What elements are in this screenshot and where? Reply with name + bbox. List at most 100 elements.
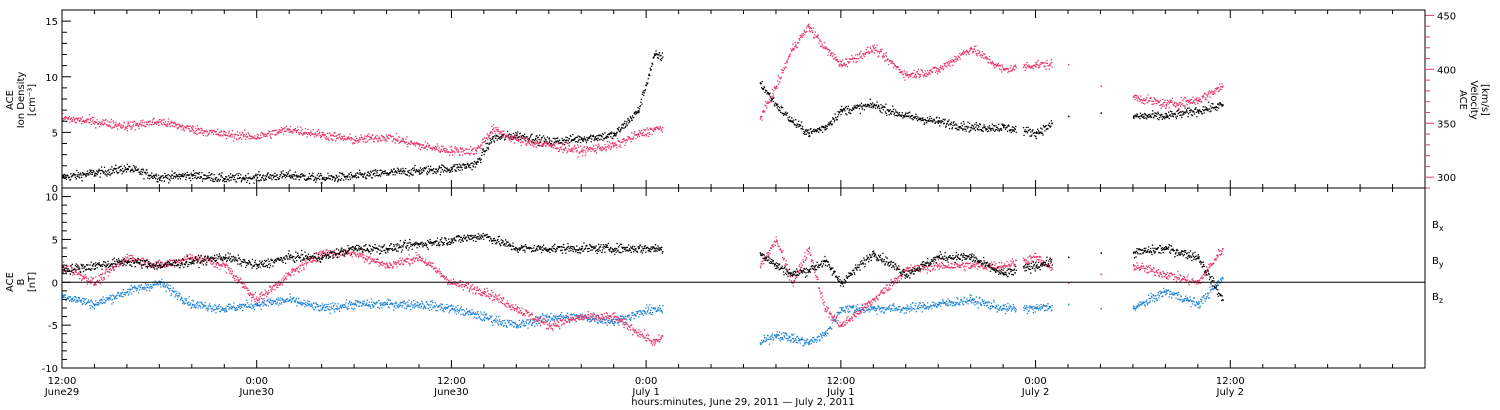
point-1-0-19 — [759, 252, 762, 254]
point-1-0-1 — [94, 265, 96, 267]
point-0-1-25 — [824, 47, 827, 50]
x-ticks-1 — [61, 188, 1426, 368]
point-1-1-14 — [516, 325, 518, 327]
point-1-2-28 — [970, 265, 973, 267]
point-1-2-22 — [808, 248, 810, 250]
point-1-2-15 — [548, 325, 551, 327]
point-0-1-5 — [224, 134, 226, 136]
point-1-0-13 — [483, 235, 486, 237]
point-0-0-1 — [94, 172, 96, 174]
point-0-1-20 — [654, 128, 656, 131]
legend-by: By — [1432, 256, 1444, 269]
bottom-ylabel-line-1: ACE — [5, 272, 16, 292]
point-1-0-29 — [1003, 273, 1005, 276]
point-1-1-23 — [824, 333, 827, 336]
point-1-0-2 — [126, 260, 129, 263]
point-0-1-12 — [451, 150, 453, 152]
point-0-0-21 — [759, 82, 762, 84]
point-1-2-20 — [776, 239, 778, 241]
point-1-1-21 — [792, 338, 794, 340]
top-y2label-line-1: ACE — [1457, 90, 1468, 110]
point-1-1-8 — [321, 308, 324, 310]
top-ylabel-line-3: [cm⁻³] — [27, 84, 38, 116]
x-tick-time-1: 0:00 — [245, 376, 267, 387]
point-0-1-13 — [475, 150, 478, 152]
point-0-1-37 — [1197, 99, 1200, 101]
point-1-2-7 — [289, 273, 291, 276]
point-0-0-0 — [62, 176, 64, 179]
point-0-0-26 — [840, 110, 843, 112]
point-0-1-4 — [191, 128, 194, 131]
top-ylabel-line-2: Ion Density — [16, 72, 27, 129]
y-tick-label-0-left-2: 10 — [45, 73, 58, 84]
point-1-1-6 — [256, 303, 259, 306]
point-1-2-35 — [1197, 282, 1200, 284]
point-1-1-2 — [126, 290, 129, 293]
y-tick-label-1-left-4: 10 — [45, 193, 58, 204]
point-0-0-35 — [1132, 115, 1135, 118]
point-0-0-29 — [938, 121, 940, 123]
y-tick-label-0-right-3: 450 — [1437, 11, 1456, 22]
point-0-1-14 — [492, 128, 494, 131]
point-1-0-34 — [1165, 248, 1167, 250]
y-tick-label-0-left-3: 15 — [45, 17, 58, 28]
point-1-0-16 — [581, 248, 583, 250]
legend-bx: Bx — [1432, 220, 1444, 233]
point-0-0-34 — [1100, 112, 1102, 114]
top-ylabel: ACE Ion Density [cm⁻³] — [5, 72, 38, 129]
point-1-1-27 — [938, 303, 940, 306]
point-1-2-18 — [654, 342, 656, 344]
point-0-0-27 — [873, 104, 875, 107]
point-1-2-0 — [62, 265, 64, 267]
point-1-0-6 — [256, 265, 259, 267]
x-axis-label: hours:minutes, June 29, 2011 — July 2, 2… — [631, 397, 855, 408]
point-1-1-7 — [289, 299, 291, 301]
point-0-0-16 — [548, 141, 551, 143]
point-0-0-25 — [824, 126, 827, 129]
point-1-0-18 — [654, 248, 656, 250]
point-1-0-9 — [354, 248, 356, 250]
point-1-2-12 — [451, 282, 453, 284]
x-tick-date-6: July 2 — [1216, 387, 1245, 398]
y-tick-label-0-left-0: 0 — [52, 184, 58, 195]
point-1-1-28 — [970, 299, 973, 301]
point-0-1-34 — [1100, 85, 1102, 87]
point-1-0-4 — [191, 260, 194, 263]
point-0-1-10 — [386, 136, 388, 138]
series-1-0 — [62, 232, 1224, 302]
top-y2label-line-3: [km/s] — [1479, 84, 1490, 116]
point-0-0-10 — [386, 172, 388, 174]
point-1-2-26 — [905, 269, 908, 271]
point-0-1-24 — [808, 26, 810, 28]
point-1-2-16 — [581, 316, 583, 319]
point-1-1-34 — [1165, 290, 1167, 293]
point-1-1-20 — [776, 333, 778, 336]
point-0-0-6 — [256, 176, 259, 179]
point-1-1-33 — [1132, 308, 1135, 310]
point-1-0-20 — [776, 265, 778, 267]
point-0-0-19 — [638, 110, 640, 112]
bottom-ylabel: ACE B [nT] — [5, 272, 38, 292]
x-tick-time-3: 0:00 — [635, 376, 657, 387]
point-1-2-2 — [126, 256, 129, 259]
x-tick-time-4: 12:00 — [826, 376, 855, 387]
point-1-2-27 — [938, 265, 940, 267]
point-0-0-28 — [905, 115, 908, 118]
point-1-0-24 — [840, 282, 843, 284]
point-1-2-24 — [840, 325, 843, 327]
point-1-0-36 — [1222, 299, 1224, 301]
point-1-2-17 — [613, 316, 616, 319]
point-1-2-32 — [1100, 273, 1102, 276]
point-0-0-2 — [126, 168, 129, 170]
point-1-1-15 — [548, 316, 551, 319]
point-0-0-32 — [1035, 132, 1038, 134]
point-1-0-3 — [159, 265, 161, 267]
point-0-1-19 — [638, 134, 640, 136]
point-0-1-0 — [62, 117, 64, 120]
point-1-1-0 — [62, 295, 64, 297]
x-tick-date-2: June30 — [433, 387, 469, 398]
point-1-0-27 — [938, 256, 940, 259]
point-0-1-17 — [581, 150, 583, 152]
point-0-1-36 — [1165, 103, 1167, 106]
